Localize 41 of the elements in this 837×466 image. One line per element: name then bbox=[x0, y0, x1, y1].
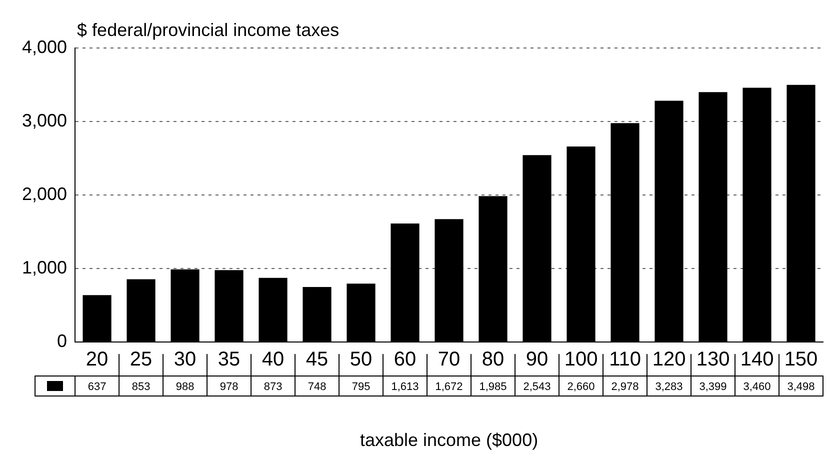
data-label: 978 bbox=[220, 381, 238, 393]
data-label: 3,498 bbox=[787, 381, 815, 393]
data-label: 3,460 bbox=[743, 381, 771, 393]
y-tick-label: 0 bbox=[57, 330, 68, 351]
x-tick-label: 90 bbox=[526, 348, 548, 371]
x-tick-label: 20 bbox=[86, 348, 108, 371]
data-label: 2,660 bbox=[567, 381, 595, 393]
y-axis-title: $ federal/provincial income taxes bbox=[77, 20, 340, 40]
x-tick-label: 40 bbox=[262, 348, 284, 371]
x-axis-title: taxable income ($000) bbox=[360, 430, 538, 450]
data-label: 853 bbox=[132, 381, 150, 393]
x-tick-label: 25 bbox=[130, 348, 152, 371]
x-tick-label: 80 bbox=[482, 348, 504, 371]
x-tick-label: 35 bbox=[218, 348, 240, 371]
data-label: 3,399 bbox=[699, 381, 727, 393]
x-tick-label: 30 bbox=[174, 348, 196, 371]
data-label: 795 bbox=[352, 381, 370, 393]
x-tick-label: 120 bbox=[652, 348, 686, 371]
data-label: 1,613 bbox=[391, 381, 419, 393]
y-tick-label: 4,000 bbox=[22, 36, 68, 57]
data-label: 637 bbox=[88, 381, 106, 393]
x-tick-label: 110 bbox=[609, 348, 641, 371]
x-tick-label: 100 bbox=[564, 348, 598, 371]
x-tick-label: 45 bbox=[306, 348, 328, 371]
data-label: 3,283 bbox=[655, 381, 683, 393]
data-label: 1,672 bbox=[435, 381, 463, 393]
y-tick-label: 1,000 bbox=[22, 257, 68, 278]
x-tick-label: 60 bbox=[394, 348, 416, 371]
x-tick-label: 70 bbox=[438, 348, 460, 371]
data-label: 2,978 bbox=[611, 381, 639, 393]
data-label: 873 bbox=[264, 381, 282, 393]
data-label: 748 bbox=[308, 381, 326, 393]
data-label: 1,985 bbox=[479, 381, 507, 393]
data-label: 988 bbox=[176, 381, 194, 393]
x-tick-label: 140 bbox=[740, 348, 774, 371]
y-tick-label: 3,000 bbox=[22, 110, 68, 130]
y-tick-label: 2,000 bbox=[22, 184, 68, 204]
x-tick-label: 130 bbox=[696, 348, 730, 371]
data-label: 2,543 bbox=[523, 381, 551, 393]
x-tick-label: 150 bbox=[784, 348, 818, 371]
x-tick-label: 50 bbox=[350, 348, 372, 371]
